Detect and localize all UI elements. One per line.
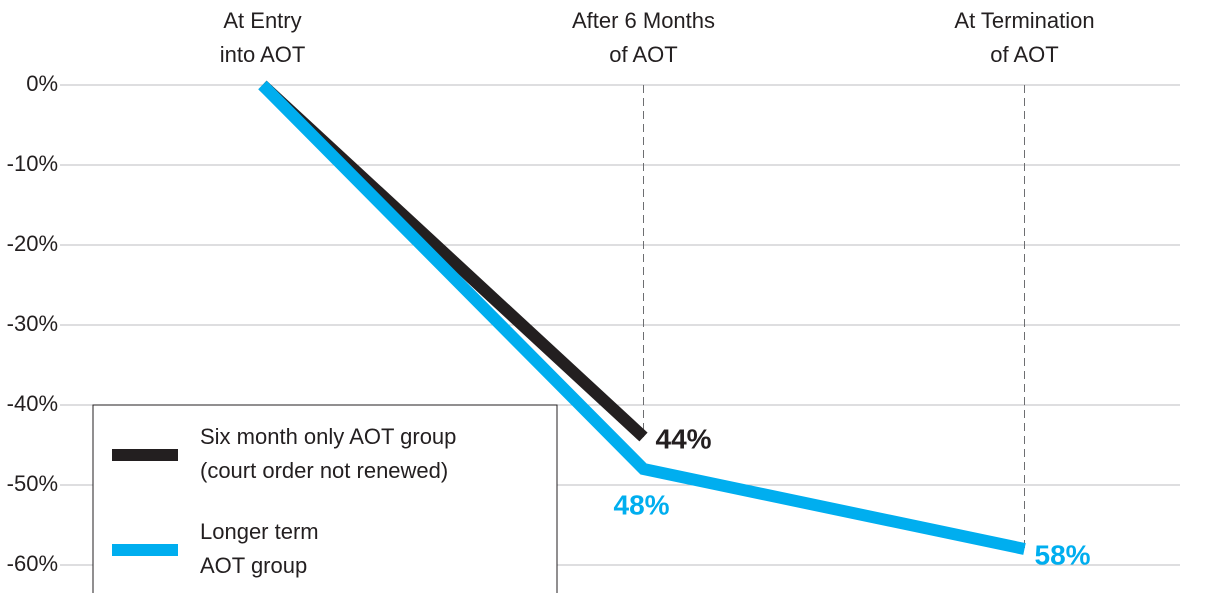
x-category-label: of AOT — [609, 42, 677, 67]
x-category-label: At Entry — [223, 8, 301, 33]
value-label: 58% — [1035, 539, 1091, 570]
x-category-label: of AOT — [990, 42, 1058, 67]
series-line — [258, 80, 1026, 555]
value-label: 48% — [614, 489, 670, 520]
legend-box — [92, 404, 558, 593]
y-tick-label: -20% — [7, 231, 58, 256]
y-tick-label: -50% — [7, 471, 58, 496]
legend-label: AOT group — [200, 553, 307, 578]
y-tick-label: -10% — [7, 151, 58, 176]
y-tick-label: -40% — [7, 391, 58, 416]
value-label: 44% — [656, 423, 712, 454]
y-tick-label: 0% — [26, 71, 58, 96]
y-tick-label: -30% — [7, 311, 58, 336]
x-category-label: At Termination — [954, 8, 1094, 33]
legend-label: Longer term — [200, 519, 319, 544]
y-tick-label: -60% — [7, 551, 58, 576]
x-category-label: into AOT — [220, 42, 306, 67]
legend-label: Six month only AOT group — [200, 424, 456, 449]
x-category-label: After 6 Months — [572, 8, 715, 33]
legend-label: (court order not renewed) — [200, 458, 448, 483]
